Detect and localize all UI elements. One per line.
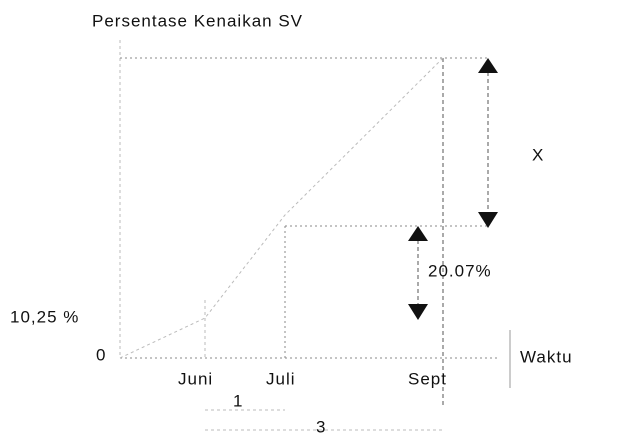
y-label: 0 xyxy=(96,345,106,364)
arrow-down xyxy=(478,212,498,228)
x-label: X xyxy=(532,145,544,164)
x-label: Sept xyxy=(408,369,447,388)
x-label: Juli xyxy=(266,369,296,388)
arrow-down xyxy=(408,304,428,320)
x-label: Juni xyxy=(178,369,213,388)
sv-line xyxy=(119,57,444,359)
y-label: 10,25 % xyxy=(10,307,79,326)
interval-label: 3 xyxy=(316,417,326,436)
axis-label: Waktu xyxy=(520,347,573,366)
title: Persentase Kenaikan SV xyxy=(92,11,303,30)
difference-label: 20.07% xyxy=(428,261,492,280)
arrow-up xyxy=(478,58,498,73)
interval-label: 1 xyxy=(233,391,243,410)
arrow-up xyxy=(408,226,428,241)
